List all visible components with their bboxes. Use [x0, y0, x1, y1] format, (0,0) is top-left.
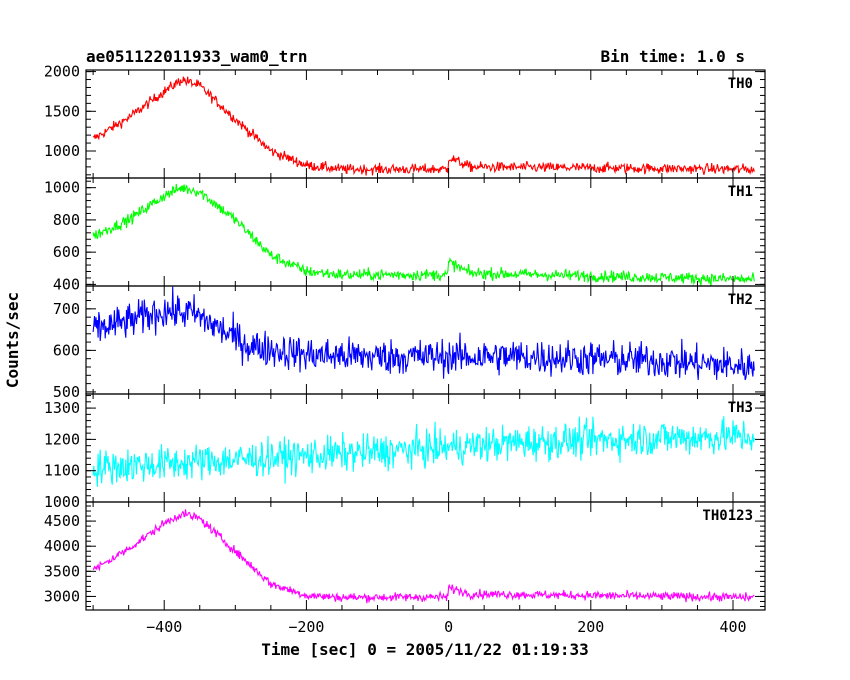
x-axis-label: Time [sec] 0 = 2005/11/22 01:19:33	[261, 640, 589, 659]
y-tick-label: 3500	[44, 562, 80, 580]
y-tick-label: 1300	[44, 399, 80, 417]
y-tick-label: 400	[53, 275, 80, 293]
y-tick-label: 1000	[44, 179, 80, 197]
y-tick-label: 4000	[44, 537, 80, 555]
y-tick-label: 2000	[44, 63, 80, 81]
y-tick-label: 1000	[44, 142, 80, 160]
panel-th2: 500 600 700 TH2	[53, 285, 766, 401]
panel-th0123: 3000 3500 4000 4500 TH0123	[44, 501, 766, 611]
panel-label-th0123: TH0123	[702, 508, 753, 524]
y-tick-label: 600	[53, 341, 80, 359]
chart-title: ae051122011933_wam0_trn	[86, 47, 308, 66]
x-tick-label: 400	[719, 618, 746, 636]
panel-th1: 400 600 800 1000 TH1	[44, 177, 766, 293]
panel-label-th2: TH2	[728, 292, 753, 308]
x-tick-label: −200	[288, 618, 324, 636]
panel-label-th0: TH0	[728, 76, 753, 92]
y-tick-label: 700	[53, 300, 80, 318]
panel-th0: 1000 1500 2000 TH0	[44, 63, 766, 179]
y-tick-label: 1100	[44, 462, 80, 480]
y-tick-label: 500	[53, 383, 80, 401]
panel-label-th3: TH3	[728, 400, 753, 416]
y-axis-label: Counts/sec	[3, 292, 22, 388]
x-tick-label: 0	[444, 618, 453, 636]
y-tick-label: 1500	[44, 102, 80, 120]
series-line-th0123	[92, 509, 755, 604]
x-tick-label: −400	[146, 618, 182, 636]
series-line-th3	[92, 416, 755, 487]
y-tick-label: 4500	[44, 512, 80, 530]
series-line-th0	[92, 76, 755, 176]
y-tick-label: 1000	[44, 493, 80, 511]
x-tick-label: 200	[577, 618, 604, 636]
y-tick-label: 1200	[44, 430, 80, 448]
panel-frame	[85, 177, 766, 287]
panel-frame	[85, 69, 766, 179]
panel-th3: 1000 1100 1200 1300 TH3	[44, 393, 766, 511]
y-tick-label: 3000	[44, 587, 80, 605]
panel-label-th1: TH1	[728, 184, 753, 200]
panel-frame	[85, 393, 766, 503]
bin-time-label: Bin time: 1.0 s	[601, 47, 746, 66]
y-tick-label: 600	[53, 243, 80, 261]
series-line-th1	[92, 183, 755, 286]
series-line-th2	[92, 286, 755, 381]
y-tick-label: 800	[53, 211, 80, 229]
